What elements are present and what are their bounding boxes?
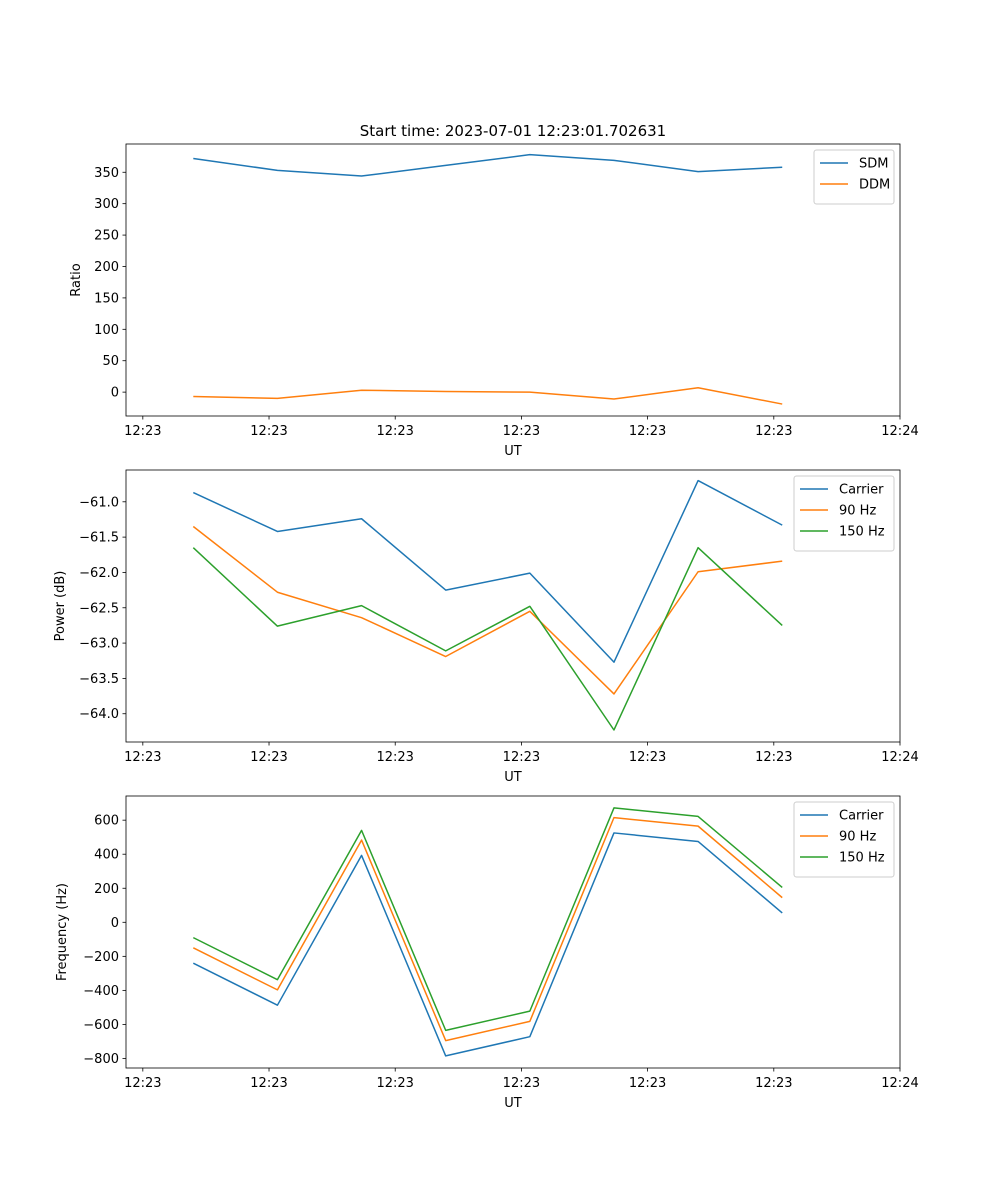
legend-label: SDM (859, 157, 888, 172)
x-tick-label: 12:23 (124, 1076, 161, 1091)
y-tick-label: 200 (94, 882, 119, 897)
x-tick-label: 12:23 (250, 750, 287, 765)
y-tick-label: −63.5 (79, 672, 119, 687)
x-tick-label: 12:23 (503, 1076, 540, 1091)
x-tick-label: 12:23 (629, 1076, 666, 1091)
y-tick-label: 0 (111, 386, 119, 401)
y-tick-label: 600 (94, 814, 119, 829)
x-tick-label: 12:24 (881, 1076, 918, 1091)
y-tick-label: −62.5 (79, 601, 119, 616)
x-tick-label: 12:23 (376, 1076, 413, 1091)
x-tick-label: 12:23 (250, 424, 287, 439)
x-tick-label: 12:23 (755, 424, 792, 439)
x-tick-label: 12:23 (755, 750, 792, 765)
subplot-1: 12:23 12:23 12:23 12:23 12:23 12:23 12:24 0 50 10… (69, 143, 919, 459)
y-tick-label: −63.0 (79, 637, 119, 652)
y-axis-label: Frequency (Hz) (55, 883, 70, 981)
subplot-2: 12:23 12:23 12:23 12:23 12:23 12:23 12:24 −64.0… (53, 469, 919, 785)
x-axis-label: UT (504, 1096, 522, 1111)
y-tick-label: 150 (94, 291, 119, 306)
y-tick-label: 50 (102, 354, 119, 369)
x-tick-label: 12:23 (124, 424, 161, 439)
y-tick-label: −600 (83, 1018, 119, 1033)
series-line-150-hz (192, 807, 783, 1032)
x-tick-label: 12:23 (629, 750, 666, 765)
legend-box (793, 475, 895, 552)
y-tick-label: −61.0 (79, 495, 119, 510)
y-tick-label: −200 (83, 950, 119, 965)
y-tick-label: 100 (94, 323, 119, 338)
y-tick-label: −61.5 (79, 531, 119, 546)
axes-frame (125, 795, 901, 1069)
chart-title: Start time: 2023-07-01 12:23:01.702631 (360, 122, 666, 140)
legend-label: 90 Hz (839, 830, 876, 845)
legend-label: Carrier (839, 483, 884, 498)
x-tick-label: 12:23 (629, 424, 666, 439)
series-line-sdm (193, 153, 783, 177)
series-line-150-hz (192, 546, 783, 731)
y-tick-label: 300 (94, 197, 119, 212)
x-axis-label: UT (504, 444, 522, 459)
legend: Carrier 90 Hz 150 Hz (793, 475, 895, 552)
legend: Carrier 90 Hz 150 Hz (793, 801, 895, 878)
series-line-ddm (193, 386, 783, 405)
series-line-90-hz (192, 816, 783, 1042)
y-tick-label: −400 (83, 984, 119, 999)
subplots: 12:23 12:23 12:23 12:23 12:23 12:23 12:24 0 50 10… (53, 143, 919, 1111)
legend-box (793, 801, 895, 878)
x-tick-label: 12:23 (124, 750, 161, 765)
x-tick-label: 12:24 (881, 424, 918, 439)
x-tick-label: 12:23 (503, 424, 540, 439)
legend-label: 150 Hz (839, 851, 885, 866)
series-line-carrier (192, 479, 783, 663)
y-tick-label: −64.0 (79, 707, 119, 722)
legend-label: 90 Hz (839, 504, 876, 519)
y-tick-label: 200 (94, 260, 119, 275)
x-axis-label: UT (504, 770, 522, 785)
y-tick-label: −800 (83, 1052, 119, 1067)
x-tick-label: 12:23 (376, 424, 413, 439)
y-tick-label: 0 (111, 916, 119, 931)
legend: SDM DDM (813, 149, 895, 205)
y-axis-label: Power (dB) (53, 571, 68, 642)
x-tick-label: 12:23 (376, 750, 413, 765)
legend-label: Carrier (839, 809, 884, 824)
axes-frame (125, 143, 901, 417)
x-tick-label: 12:23 (250, 1076, 287, 1091)
x-tick-label: 12:23 (503, 750, 540, 765)
axes-frame (125, 469, 901, 743)
subplot-3: 12:23 12:23 12:23 12:23 12:23 12:23 12:24 −800 −… (55, 795, 919, 1111)
y-tick-label: 400 (94, 848, 119, 863)
x-tick-label: 12:23 (755, 1076, 792, 1091)
legend-label: 150 Hz (839, 525, 885, 540)
series-line-90-hz (192, 525, 783, 695)
y-tick-label: −62.0 (79, 566, 119, 581)
y-tick-label: 250 (94, 229, 119, 244)
legend-label: DDM (859, 178, 890, 193)
y-axis-label: Ratio (69, 263, 84, 296)
series-line-carrier (192, 832, 783, 1057)
x-tick-label: 12:24 (881, 750, 918, 765)
y-tick-label: 350 (94, 166, 119, 181)
